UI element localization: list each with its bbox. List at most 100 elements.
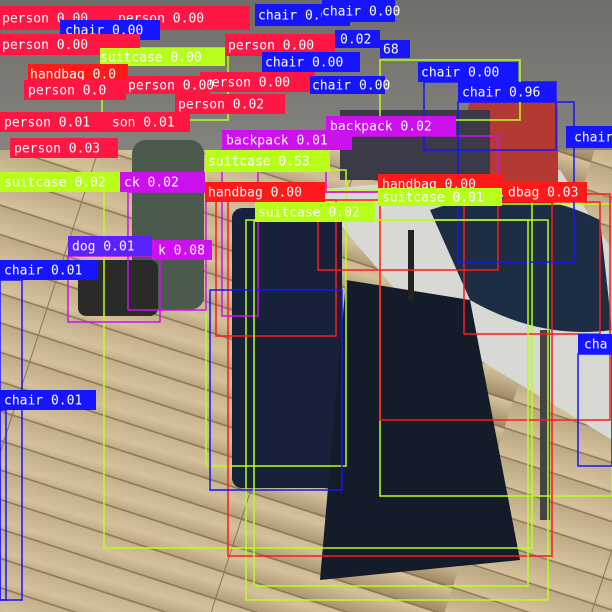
detection-label-backpack: ck 0.02 bbox=[120, 172, 205, 192]
detection-label-suitcase: suitcase 0.02 bbox=[0, 172, 120, 192]
detection-label-chair: cha bbox=[578, 334, 612, 354]
detection-label-chair: chair 0.01 bbox=[0, 390, 96, 410]
label-text: handbag 0.0 bbox=[30, 68, 116, 83]
detection-label-chair: chair 0.00 bbox=[310, 76, 390, 94]
label-background bbox=[152, 240, 212, 260]
table-leg bbox=[540, 330, 550, 520]
label-text: chair 0.01 bbox=[4, 394, 82, 409]
label-text: chair 0.00 bbox=[312, 79, 390, 94]
detection-label-chair: chair 0.00 bbox=[418, 62, 518, 82]
detection-label-person: person 0.01 bbox=[0, 112, 108, 132]
label-text: backpack 0.01 bbox=[226, 134, 328, 149]
detection-frame-handbag bbox=[227, 199, 553, 557]
label-background bbox=[335, 30, 380, 48]
label-text: chair 0.96 bbox=[462, 86, 540, 101]
label-text: person 0.00 bbox=[128, 79, 214, 94]
detection-label-person: person 0.0 bbox=[24, 80, 126, 100]
label-background bbox=[205, 150, 330, 172]
suitcase-rolling bbox=[320, 280, 520, 580]
suitcase-large bbox=[232, 208, 342, 488]
label-background bbox=[10, 138, 118, 158]
label-text: backpack 0.02 bbox=[330, 120, 432, 135]
label-text: person 0.00 bbox=[228, 39, 314, 54]
label-background bbox=[28, 64, 128, 84]
label-background bbox=[418, 62, 518, 82]
label-text: person 0.00 bbox=[2, 38, 88, 53]
detection-label-chair: 68 bbox=[380, 40, 410, 58]
label-background bbox=[0, 260, 98, 280]
label-text: chair bbox=[574, 131, 612, 146]
detection-label-backpack: backpack 0.01 bbox=[222, 130, 352, 150]
detection-label-suitcase: suitcase 0.02 bbox=[255, 202, 375, 222]
label-background bbox=[322, 0, 395, 22]
detection-frame-chair bbox=[577, 353, 612, 467]
label-background bbox=[68, 236, 152, 256]
label-text: cha bbox=[584, 338, 607, 353]
label-background bbox=[255, 202, 375, 222]
detection-frame-suitcase bbox=[253, 219, 529, 587]
label-background bbox=[566, 126, 612, 148]
detection-label-backpack: backpack 0.02 bbox=[326, 116, 456, 136]
label-text: suitcase 0.00 bbox=[100, 51, 202, 66]
label-text: chair 0.00 bbox=[421, 66, 499, 81]
detection-label-handbag: handbag 0.00 bbox=[205, 182, 325, 202]
label-text: person 0.03 bbox=[14, 142, 100, 157]
label-text: chair 0.01 bbox=[4, 264, 82, 279]
label-text: person 0.02 bbox=[178, 98, 264, 113]
label-background bbox=[578, 334, 612, 354]
detection-label-suitcase: suitcase 0.01 bbox=[378, 188, 502, 206]
detection-label-suitcase: suitcase 0.00 bbox=[100, 48, 225, 66]
label-background bbox=[0, 112, 108, 132]
detection-frame-handbag bbox=[379, 193, 611, 421]
label-background bbox=[205, 182, 325, 202]
detection-label-person: person 0.00 bbox=[125, 76, 214, 94]
red-chair bbox=[468, 100, 558, 190]
detection-label-chair: chair bbox=[566, 126, 612, 148]
label-text: dog 0.01 bbox=[72, 240, 135, 255]
label-text: suitcase 0.01 bbox=[382, 191, 484, 206]
label-background bbox=[378, 188, 502, 206]
label-text: chair 0.00 bbox=[258, 9, 336, 24]
label-text: 68 bbox=[383, 43, 399, 58]
detection-frame-chair bbox=[209, 289, 343, 491]
detection-label-handbag: dbag 0.03 bbox=[503, 182, 587, 202]
label-text: suitcase 0.02 bbox=[4, 176, 106, 191]
label-text: person 0.01 bbox=[4, 116, 90, 131]
label-background bbox=[458, 82, 556, 102]
label-background bbox=[310, 76, 385, 94]
jacket bbox=[430, 197, 612, 332]
detection-frame-chair bbox=[0, 279, 23, 601]
detection-label-person: person 0.00 bbox=[115, 6, 250, 30]
detection-frame-suitcase bbox=[379, 203, 612, 497]
label-background bbox=[100, 48, 225, 66]
detection-label-person: person 0.02 bbox=[175, 94, 285, 114]
label-background bbox=[0, 390, 96, 410]
label-background bbox=[380, 40, 410, 58]
label-background bbox=[175, 94, 285, 114]
detection-frame-suitcase bbox=[245, 219, 549, 601]
suitcase-handle bbox=[408, 230, 414, 300]
label-background bbox=[24, 80, 126, 100]
label-text: person 0.0 bbox=[28, 84, 106, 99]
detection-label-dog: dog 0.01 bbox=[68, 236, 152, 256]
label-background bbox=[225, 34, 335, 56]
detection-label-chair: 0.02 bbox=[335, 30, 380, 48]
label-text: chair 0.00 bbox=[322, 5, 400, 20]
detection-label-person: person 0.00 bbox=[200, 72, 315, 92]
label-text: son 0.01 bbox=[112, 116, 175, 131]
detection-label-chair: chair 0.00 bbox=[262, 52, 360, 72]
detection-frame-chair bbox=[0, 409, 7, 601]
label-text: handbag 0.00 bbox=[208, 186, 302, 201]
detection-label-chair: chair 0.00 bbox=[322, 0, 400, 22]
label-background bbox=[503, 182, 587, 202]
label-text: ck 0.02 bbox=[124, 176, 179, 191]
label-text: 0.02 bbox=[340, 33, 371, 48]
label-background bbox=[0, 172, 120, 192]
label-text: dbag 0.03 bbox=[508, 186, 578, 201]
detection-label-chair: chair 0.01 bbox=[0, 260, 98, 280]
detection-label-backpack: k 0.08 bbox=[152, 240, 212, 260]
detection-label-chair: chair 0.96 bbox=[458, 82, 556, 102]
